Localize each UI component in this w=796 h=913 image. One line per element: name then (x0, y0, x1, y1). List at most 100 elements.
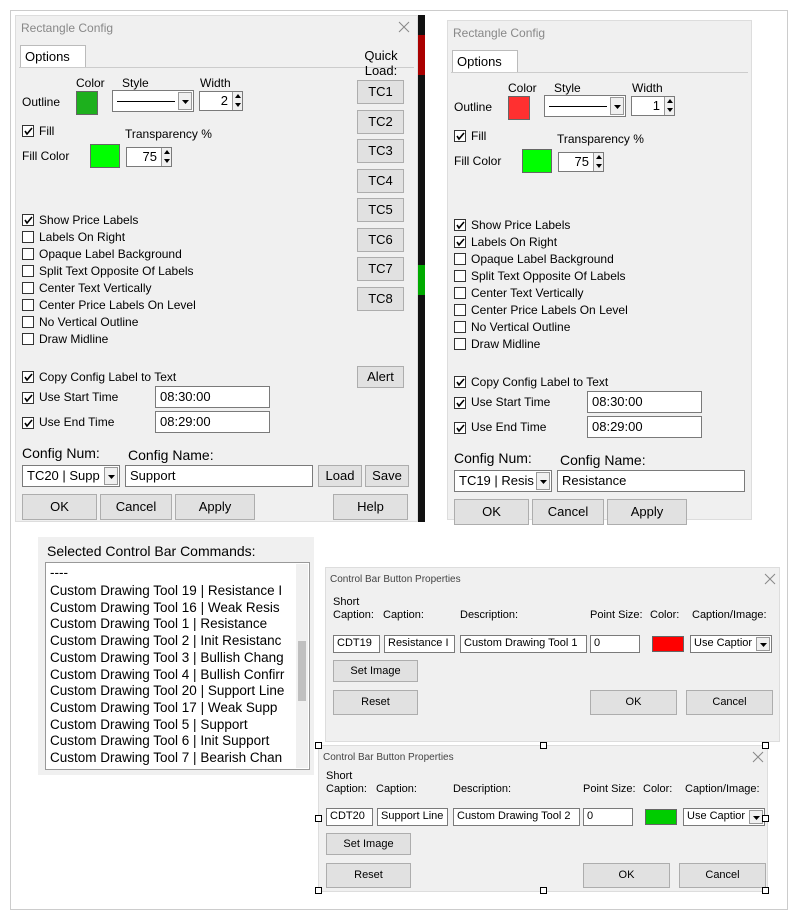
spin-buttons[interactable] (593, 153, 603, 171)
ok-button[interactable]: OK (583, 863, 670, 888)
cancel-button[interactable]: Cancel (679, 863, 766, 888)
command-item[interactable]: Custom Drawing Tool 20 | Support Line (50, 683, 285, 699)
color-swatch[interactable] (652, 636, 684, 652)
ok-button[interactable]: OK (590, 690, 677, 715)
config-button[interactable]: Save (365, 465, 409, 487)
footer-button[interactable]: Cancel (532, 499, 604, 525)
cancel-button[interactable]: Cancel (686, 690, 773, 715)
checkbox[interactable] (454, 376, 466, 388)
selection-handle[interactable] (540, 887, 547, 894)
fill-color-swatch[interactable] (90, 144, 120, 168)
selection-handle[interactable] (762, 742, 769, 749)
caption-image-select[interactable]: Use Captior (690, 635, 772, 653)
point-size-field[interactable]: 0 (583, 808, 633, 826)
end-time-field[interactable]: 08:29:00 (587, 416, 702, 438)
command-item[interactable]: Custom Drawing Tool 2 | Init Resistanc (50, 633, 282, 649)
dropdown-arrow[interactable] (178, 92, 192, 110)
tab[interactable]: Options (452, 50, 518, 73)
style-dropdown[interactable] (544, 95, 626, 117)
checkbox[interactable] (22, 299, 34, 311)
checkbox[interactable] (22, 417, 34, 429)
caption-image-select[interactable]: Use Captior (683, 808, 765, 826)
close-button[interactable] (764, 573, 776, 585)
command-item[interactable]: Custom Drawing Tool 3 | Bullish Chang (50, 649, 284, 665)
description-field[interactable]: Custom Drawing Tool 2 (453, 808, 580, 826)
tab[interactable]: Options (20, 45, 86, 68)
selection-handle[interactable] (315, 815, 322, 822)
quick-load-button[interactable]: TC8 (357, 286, 404, 311)
checkbox[interactable] (454, 397, 466, 409)
checkbox[interactable] (22, 333, 34, 345)
dropdown-arrow[interactable] (610, 97, 624, 115)
caption-field[interactable]: Support Line (377, 808, 448, 826)
footer-button[interactable]: Help (333, 494, 408, 520)
footer-button[interactable]: Apply (175, 494, 255, 520)
reset-button[interactable]: Reset (333, 690, 418, 715)
checkbox[interactable] (22, 248, 34, 260)
command-item[interactable]: Custom Drawing Tool 19 | Resistance I (50, 583, 283, 598)
checkbox[interactable] (454, 270, 466, 282)
config-button[interactable]: Load (318, 465, 362, 487)
dropdown-arrow[interactable] (536, 472, 550, 490)
quick-load-button[interactable]: TC5 (357, 198, 404, 222)
close-button[interactable] (752, 751, 764, 763)
footer-button[interactable]: OK (22, 494, 97, 520)
quick-load-button[interactable]: TC2 (357, 109, 404, 134)
quick-load-button[interactable]: TC7 (357, 257, 404, 281)
checkbox[interactable] (22, 125, 34, 137)
checkbox[interactable] (454, 236, 466, 248)
end-time-field[interactable]: 08:29:00 (155, 411, 270, 433)
start-time-field[interactable]: 08:30:00 (155, 386, 270, 408)
description-field[interactable]: Custom Drawing Tool 1 (460, 635, 587, 653)
spin-buttons[interactable] (232, 92, 242, 110)
spin-buttons[interactable] (161, 148, 171, 166)
command-item[interactable]: Custom Drawing Tool 7 | Bearish Chan (50, 750, 283, 765)
short-caption-field[interactable]: CDT19 (333, 635, 380, 653)
config-name-field[interactable]: Support (125, 465, 313, 487)
outline-color-swatch[interactable] (76, 91, 98, 115)
config-num-combo[interactable]: TC20 | Supp (22, 465, 120, 487)
checkbox[interactable] (454, 130, 466, 142)
checkbox[interactable] (22, 214, 34, 226)
dropdown-arrow[interactable] (104, 467, 118, 485)
reset-button[interactable]: Reset (326, 863, 411, 888)
checkbox[interactable] (454, 338, 466, 350)
scrollbar-thumb[interactable] (298, 641, 306, 701)
set-image-button[interactable]: Set Image (333, 660, 418, 682)
config-num-combo[interactable]: TC19 | Resis (454, 470, 552, 492)
command-item[interactable]: Custom Drawing Tool 6 | Init Support (50, 733, 270, 749)
point-size-field[interactable]: 0 (590, 635, 640, 653)
dropdown-arrow[interactable] (749, 810, 763, 824)
style-dropdown[interactable] (112, 90, 194, 112)
set-image-button[interactable]: Set Image (326, 833, 411, 855)
alert-button[interactable]: Alert (357, 366, 404, 388)
quick-load-button[interactable]: TC4 (357, 168, 404, 193)
outline-color-swatch[interactable] (508, 96, 530, 120)
command-item[interactable]: Custom Drawing Tool 5 | Support (50, 716, 248, 732)
command-item[interactable]: Custom Drawing Tool 1 | Resistance (50, 616, 268, 632)
command-item[interactable]: Custom Drawing Tool 4 | Bullish Confirr (50, 666, 285, 682)
footer-button[interactable]: Cancel (100, 494, 172, 520)
selection-handle[interactable] (762, 887, 769, 894)
selection-handle[interactable] (540, 742, 547, 749)
short-caption-field[interactable]: CDT20 (326, 808, 373, 826)
caption-field[interactable]: Resistance I (384, 635, 455, 653)
selection-handle[interactable] (762, 815, 769, 822)
footer-button[interactable]: Apply (607, 499, 687, 525)
spin-buttons[interactable] (664, 97, 674, 115)
spinner[interactable]: 2 (199, 91, 243, 111)
command-item[interactable]: ---- (50, 565, 68, 580)
fill-color-swatch[interactable] (522, 149, 552, 173)
checkbox[interactable] (22, 231, 34, 243)
spinner[interactable]: 1 (631, 96, 675, 116)
checkbox[interactable] (454, 219, 466, 231)
checkbox[interactable] (454, 287, 466, 299)
checkbox[interactable] (454, 321, 466, 333)
command-item[interactable]: Custom Drawing Tool 17 | Weak Supp (50, 699, 278, 715)
close-button[interactable] (398, 21, 410, 33)
checkbox[interactable] (22, 371, 34, 383)
command-item[interactable]: Custom Drawing Tool 16 | Weak Resis (50, 599, 280, 615)
spinner[interactable]: 75 (126, 147, 172, 167)
checkbox[interactable] (22, 316, 34, 328)
checkbox[interactable] (22, 392, 34, 404)
